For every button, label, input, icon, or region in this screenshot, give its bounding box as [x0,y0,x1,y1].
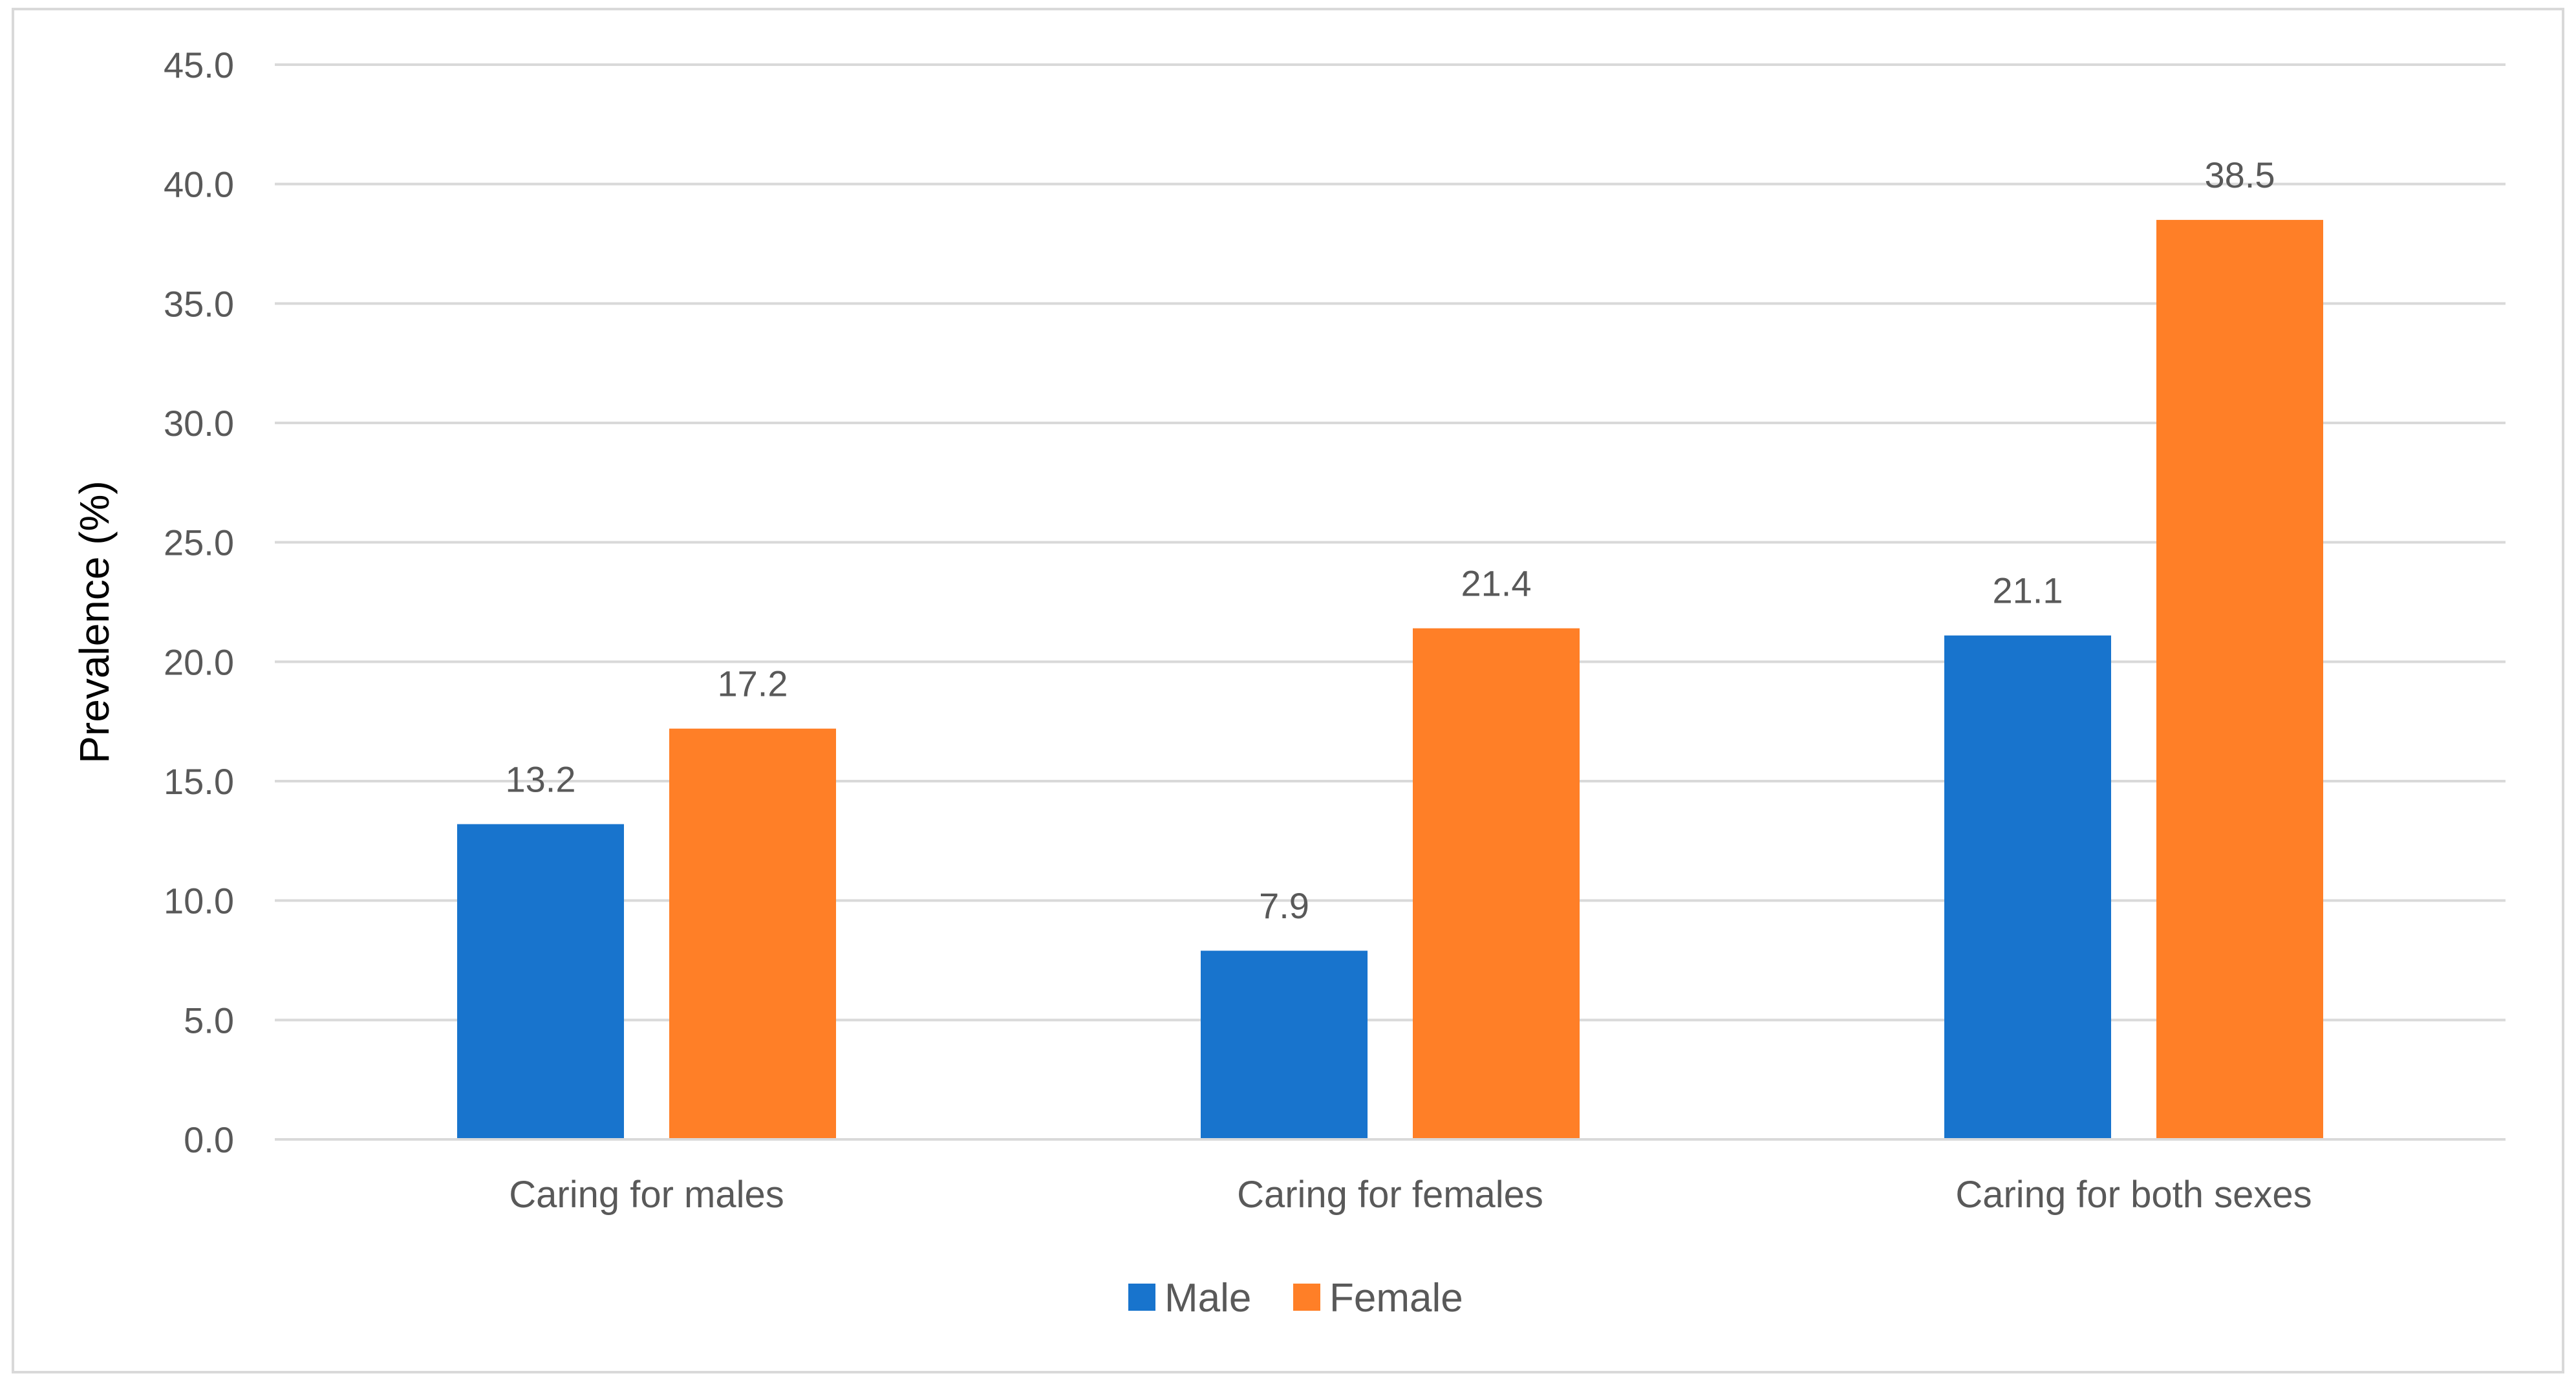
data-label: 38.5 [2205,155,2275,195]
y-tick-label: 35.0 [164,283,234,324]
chart-frame [12,8,2564,1373]
y-tick-label: 30.0 [164,403,234,444]
data-labels: 13.2 17.2 7.9 21.4 21.1 38.5 [506,155,2275,926]
bar-male [1944,635,2111,1139]
y-tick-label: 5.0 [184,1000,234,1040]
bar-female [669,728,836,1139]
bars [457,220,2323,1140]
legend-label-male: Male [1165,1276,1251,1320]
y-tick-label: 15.0 [164,761,234,802]
data-label: 7.9 [1259,885,1309,926]
legend-label-female: Female [1329,1276,1463,1320]
data-label: 17.2 [718,663,788,704]
data-label: 21.1 [1993,570,2063,611]
data-label: 13.2 [506,759,576,799]
y-tick-label: 45.0 [164,45,234,85]
legend: Male Female [1128,1276,1463,1320]
y-tick-label: 25.0 [164,522,234,563]
y-tick-label: 40.0 [164,164,234,205]
y-tick-label: 0.0 [184,1119,234,1160]
gridlines [275,63,2506,1022]
y-tick-label: 20.0 [164,641,234,682]
bar-male [457,824,624,1139]
bar-female [2156,220,2323,1140]
legend-swatch-male [1128,1284,1155,1311]
x-category-label: Caring for males [509,1174,784,1216]
bar-male [1201,951,1368,1139]
y-axis-title: Prevalence (%) [71,480,118,764]
x-category-label: Caring for both sexes [1955,1174,2312,1216]
y-tick-label: 10.0 [164,881,234,921]
x-axis-categories: Caring for males Caring for females Caring… [509,1174,2312,1216]
data-label: 21.4 [1461,563,1532,604]
bar-female [1413,628,1580,1139]
y-axis-ticks: 0.0 5.0 10.0 15.0 20.0 25.0 30.0 35.0 40.0 45.0 [164,45,234,1160]
x-category-label: Caring for females [1237,1174,1543,1216]
legend-swatch-female [1293,1284,1320,1311]
